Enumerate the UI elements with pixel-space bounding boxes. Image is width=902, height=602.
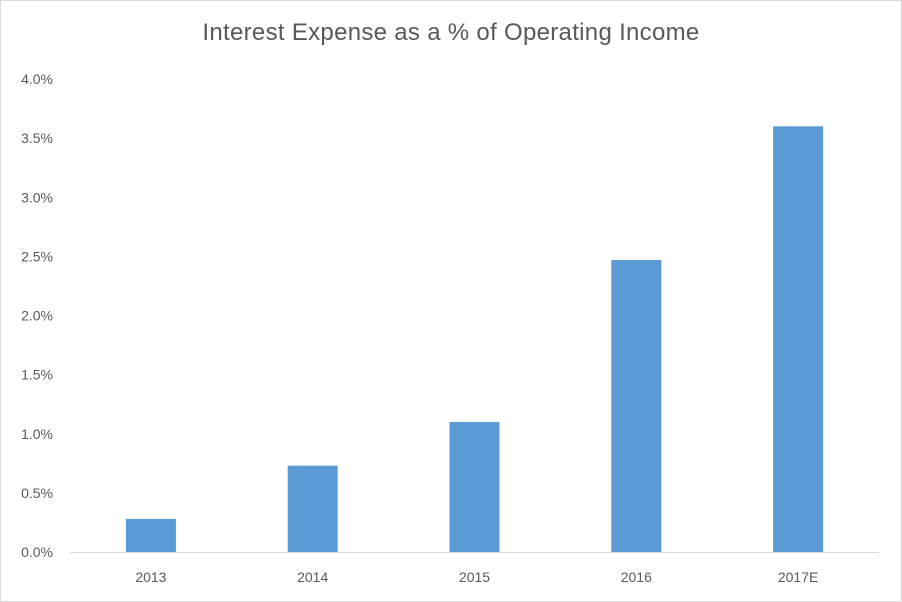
y-tick-label: 1.5%	[21, 367, 53, 383]
x-tick-label: 2015	[459, 569, 490, 585]
bar-2017E	[773, 126, 824, 553]
x-tick-label: 2016	[621, 569, 652, 585]
x-tick-label: 2013	[135, 569, 166, 585]
bar-2014	[287, 465, 338, 552]
y-tick-label: 0.5%	[21, 485, 53, 501]
y-tick-label: 1.0%	[21, 426, 53, 442]
x-tick-label: 2017E	[778, 569, 818, 585]
y-tick-label: 2.0%	[21, 308, 53, 324]
y-tick-label: 3.5%	[21, 130, 53, 146]
y-tick-label: 2.5%	[21, 248, 53, 264]
bar-2013	[125, 518, 176, 552]
y-tick-label: 3.0%	[21, 189, 53, 205]
bar-2016	[611, 259, 662, 552]
y-tick-label: 4.0%	[21, 71, 53, 87]
bar-2015	[449, 421, 500, 552]
y-tick-label: 0.0%	[21, 544, 53, 560]
x-tick-label: 2014	[297, 569, 328, 585]
chart-title: Interest Expense as a % of Operating Inc…	[202, 19, 700, 46]
